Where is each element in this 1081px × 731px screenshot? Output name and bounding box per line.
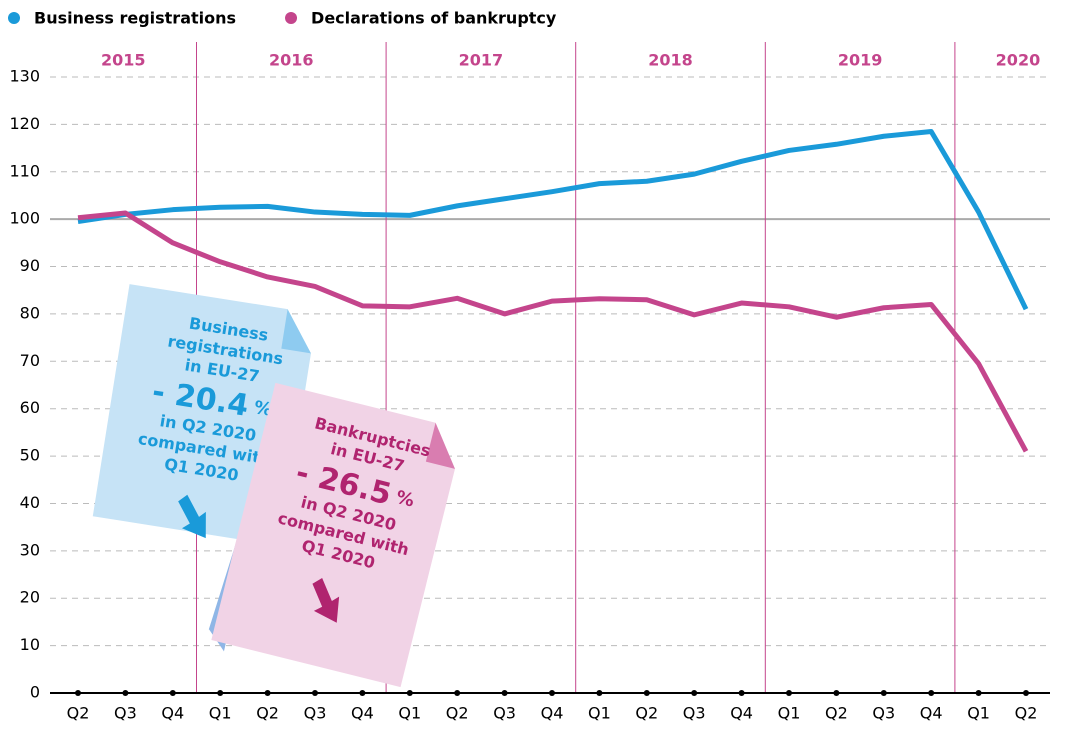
x-tick-label: Q2	[1015, 704, 1038, 723]
series-line	[78, 131, 1026, 309]
y-tick-label: 120	[9, 114, 40, 133]
y-tick-label: 10	[20, 635, 40, 654]
legend-label: Declarations of bankruptcy	[311, 9, 557, 28]
x-tick-label: Q3	[304, 704, 327, 723]
x-tick	[502, 690, 508, 696]
legend-swatch	[8, 12, 20, 24]
x-tick-label: Q3	[493, 704, 516, 723]
y-tick-label: 70	[20, 351, 40, 370]
y-tick-label: 60	[20, 398, 40, 417]
year-label: 2020	[996, 51, 1041, 70]
x-tick-label: Q3	[114, 704, 137, 723]
legend-label: Business registrations	[34, 9, 236, 28]
x-tick	[1023, 690, 1029, 696]
x-tick-label: Q3	[683, 704, 706, 723]
year-label: 2017	[459, 51, 504, 70]
year-label: 2018	[648, 51, 693, 70]
x-tick-label: Q2	[446, 704, 469, 723]
legend-swatch	[285, 12, 297, 24]
y-tick-label: 50	[20, 446, 40, 465]
x-tick-label: Q1	[588, 704, 611, 723]
x-tick	[596, 690, 602, 696]
x-tick	[739, 690, 745, 696]
x-tick	[75, 690, 81, 696]
year-label: 2016	[269, 51, 314, 70]
x-tick-label: Q4	[920, 704, 943, 723]
x-tick	[928, 690, 934, 696]
year-label: 2019	[838, 51, 883, 70]
x-tick	[359, 690, 365, 696]
x-tick-label: Q2	[67, 704, 90, 723]
y-tick-label: 80	[20, 303, 40, 322]
x-tick	[407, 690, 413, 696]
x-tick-label: Q4	[730, 704, 753, 723]
x-tick-label: Q4	[161, 704, 184, 723]
year-label: 2015	[101, 51, 146, 70]
x-tick	[549, 690, 555, 696]
y-tick-label: 0	[30, 683, 40, 702]
y-tick-label: 100	[9, 209, 40, 228]
y-tick-label: 20	[20, 588, 40, 607]
x-tick-label: Q3	[872, 704, 895, 723]
y-tick-label: 110	[9, 161, 40, 180]
x-tick	[217, 690, 223, 696]
x-tick	[976, 690, 982, 696]
x-tick-label: Q1	[398, 704, 421, 723]
x-tick-label: Q4	[541, 704, 564, 723]
x-tick	[122, 690, 128, 696]
y-tick-label: 40	[20, 493, 40, 512]
x-tick-label: Q1	[778, 704, 801, 723]
x-tick	[265, 690, 271, 696]
x-tick	[691, 690, 697, 696]
annotation-fold	[281, 309, 317, 353]
x-tick-label: Q2	[825, 704, 848, 723]
x-tick-label: Q4	[351, 704, 374, 723]
chart: 0 10 20 30 40 50 60 70 80 90 100 110 120 130 2015 2016 2…	[0, 0, 1081, 727]
x-tick	[833, 690, 839, 696]
x-tick	[644, 690, 650, 696]
y-tick-label: 30	[20, 540, 40, 559]
x-tick	[170, 690, 176, 696]
x-tick	[454, 690, 460, 696]
x-tick-label: Q1	[209, 704, 232, 723]
x-tick	[312, 690, 318, 696]
x-tick	[786, 690, 792, 696]
y-tick-label: 130	[9, 67, 40, 86]
x-tick	[881, 690, 887, 696]
x-tick-label: Q1	[967, 704, 990, 723]
y-tick-label: 90	[20, 256, 40, 275]
x-tick-label: Q2	[256, 704, 279, 723]
x-tick-label: Q2	[635, 704, 658, 723]
